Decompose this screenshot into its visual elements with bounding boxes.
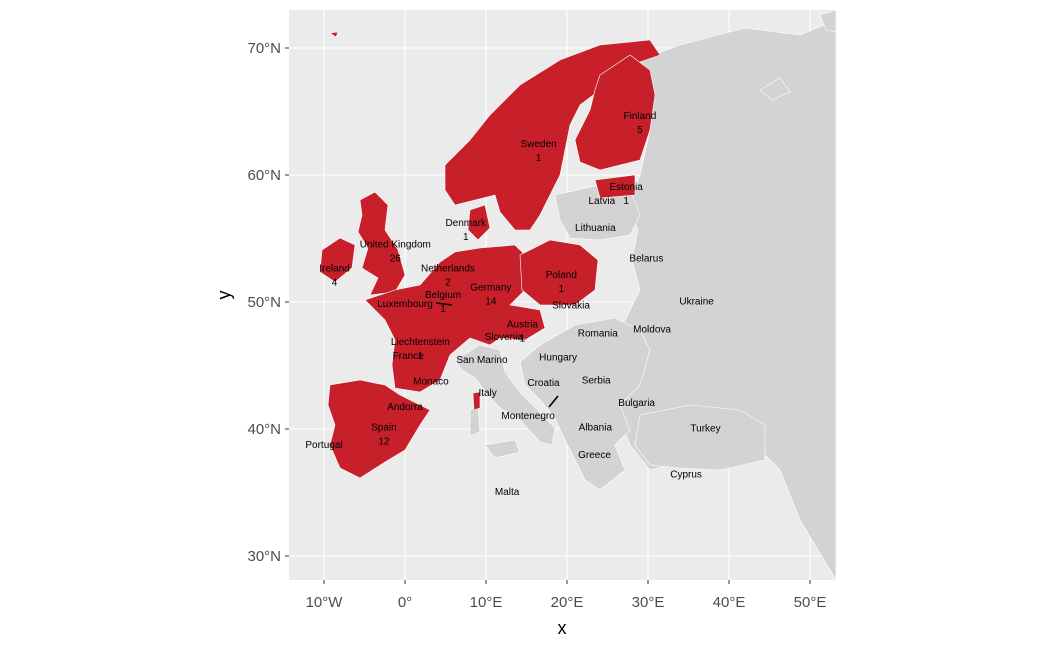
x-tick-label: 30°E xyxy=(632,594,665,611)
country-labels: Finland 5 Sweden 1 Estonia 1 Latvia United King… xyxy=(305,111,720,498)
country-label: Andorra xyxy=(387,402,423,413)
country-label: Spain xyxy=(371,422,397,433)
y-tick-label: 70°N xyxy=(247,40,281,57)
country-label: San Marino xyxy=(456,355,508,366)
land-poland xyxy=(519,239,599,306)
y-tick-label: 50°N xyxy=(247,294,281,311)
country-label: Austria xyxy=(507,319,539,330)
country-value: 1 xyxy=(463,232,469,243)
country-label: France xyxy=(393,351,425,362)
country-label: Moldova xyxy=(633,324,671,335)
land-svalbard xyxy=(819,10,836,33)
country-label: Bulgaria xyxy=(618,398,655,409)
country-label: Finland xyxy=(623,111,656,122)
country-label: Malta xyxy=(495,487,520,498)
land-norway-north xyxy=(759,77,791,101)
country-value: 1 xyxy=(559,284,565,295)
land-scandinavia xyxy=(444,39,661,231)
country-label: Sweden xyxy=(521,139,557,150)
country-value: 5 xyxy=(637,125,643,136)
country-value: 1 xyxy=(440,304,446,315)
x-tick-label: 50°E xyxy=(794,594,827,611)
land-corsica xyxy=(472,391,481,411)
y-tick-label: 60°N xyxy=(247,167,281,184)
country-value: 1 xyxy=(418,351,424,362)
country-label: Greece xyxy=(578,450,611,461)
land-italy xyxy=(454,344,556,446)
country-label: United Kingdom xyxy=(360,239,431,250)
country-label: Luxembourg xyxy=(377,299,433,310)
luxembourg-leader-line xyxy=(435,302,453,306)
montenegro-leader-line xyxy=(548,395,559,408)
country-label: Estonia xyxy=(609,182,643,193)
x-tick-label: 20°E xyxy=(551,594,584,611)
country-value: 12 xyxy=(378,436,390,447)
x-tick-label: 10°E xyxy=(470,594,503,611)
land-ireland xyxy=(319,237,356,283)
country-label: Serbia xyxy=(582,375,611,386)
land-iceland-edge xyxy=(329,31,339,38)
country-label: Slovakia xyxy=(552,300,590,311)
x-tick-label: 0° xyxy=(398,594,412,611)
country-label: Monaco xyxy=(413,377,449,388)
country-label: Albania xyxy=(579,422,613,433)
country-label: Netherlands xyxy=(421,264,475,275)
y-tick-label: 30°N xyxy=(247,548,281,565)
land-balkans xyxy=(519,317,651,491)
country-label: Denmark xyxy=(445,218,487,229)
country-label: Ukraine xyxy=(679,297,714,308)
country-label: Hungary xyxy=(539,352,577,363)
country-label: Montenegro xyxy=(501,411,555,422)
y-axis-title: y xyxy=(214,291,234,300)
country-label: Croatia xyxy=(527,378,560,389)
country-label: Lithuania xyxy=(575,223,616,234)
country-value: 1 xyxy=(623,196,629,207)
country-value: 1 xyxy=(520,333,526,344)
land-turkey xyxy=(634,404,766,471)
country-label: Italy xyxy=(478,388,496,399)
x-tick-label: 40°E xyxy=(713,594,746,611)
country-label: Latvia xyxy=(588,196,615,207)
country-label: Turkey xyxy=(690,424,720,435)
country-label: Belarus xyxy=(629,253,663,264)
country-label: Liechtenstein xyxy=(391,337,450,348)
land-sicily xyxy=(484,439,521,459)
y-tick-label: 40°N xyxy=(247,421,281,438)
country-label: Cyprus xyxy=(670,469,702,480)
x-axis-title: x xyxy=(558,618,567,638)
land-estonia xyxy=(594,174,636,199)
country-label: Poland xyxy=(546,270,577,281)
country-value: 26 xyxy=(390,253,402,264)
land-finland xyxy=(574,54,656,171)
land-uk xyxy=(357,191,406,296)
country-value: 2 xyxy=(445,278,451,289)
country-label: Romania xyxy=(578,328,618,339)
country-label: Ireland xyxy=(319,264,350,275)
country-value: 4 xyxy=(332,278,338,289)
x-tick-label: 10°W xyxy=(306,594,344,611)
country-label: Germany xyxy=(470,283,511,294)
country-label: Slovenia xyxy=(485,332,524,343)
country-value: 1 xyxy=(536,153,542,164)
land-central-west xyxy=(364,244,546,393)
country-label: Belgium xyxy=(425,290,461,301)
land-iberia xyxy=(327,379,431,479)
country-label: Portugal xyxy=(305,440,342,451)
country-value: 14 xyxy=(485,297,497,308)
axes: 10°W 0° 10°E 20°E 30°E 40°E 50°E 30°N 40°N 50°N 60… xyxy=(247,40,826,611)
land-denmark xyxy=(467,204,491,241)
